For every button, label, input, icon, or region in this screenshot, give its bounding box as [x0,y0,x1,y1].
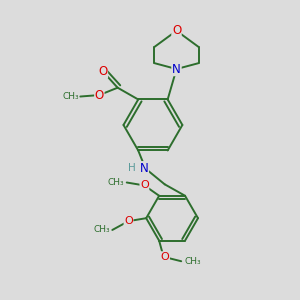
Text: CH₃: CH₃ [93,226,110,235]
Text: H: H [128,163,136,173]
Text: O: O [172,24,181,37]
Text: CH₃: CH₃ [184,257,201,266]
Text: CH₃: CH₃ [107,178,124,187]
Text: O: O [140,180,149,190]
Text: N: N [172,62,181,76]
Text: N: N [172,62,181,76]
Text: O: O [160,252,169,262]
Text: N: N [140,162,148,175]
Text: O: O [95,88,104,102]
Text: CH₃: CH₃ [62,92,79,101]
Text: O: O [124,216,133,226]
Text: O: O [98,65,107,78]
